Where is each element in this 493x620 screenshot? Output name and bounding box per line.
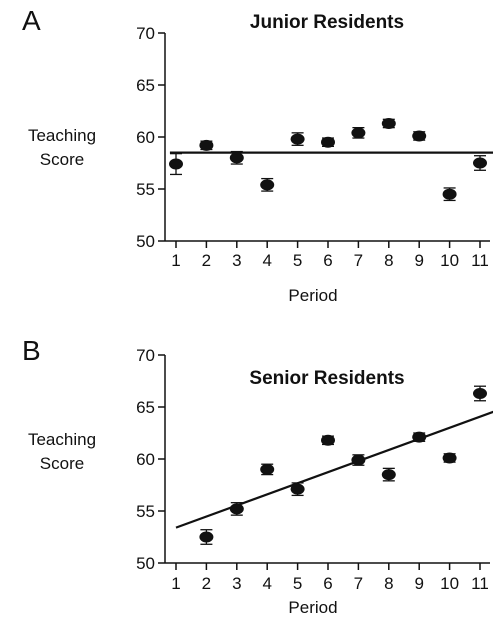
x-tick-label: 6 bbox=[323, 574, 332, 593]
data-point bbox=[381, 117, 396, 129]
x-tick-label: 9 bbox=[414, 251, 423, 270]
x-tick-label: 8 bbox=[384, 574, 393, 593]
x-tick-label: 3 bbox=[232, 251, 241, 270]
data-point bbox=[351, 454, 366, 466]
data-point bbox=[290, 133, 305, 145]
data-point bbox=[229, 503, 244, 515]
data-point bbox=[229, 152, 244, 164]
x-tick-label: 10 bbox=[440, 251, 459, 270]
x-tick-label: 5 bbox=[293, 574, 302, 593]
y-tick-label: 55 bbox=[136, 502, 155, 521]
x-tick-label: 11 bbox=[471, 574, 489, 593]
data-point bbox=[169, 158, 183, 170]
data-point bbox=[381, 469, 396, 481]
data-point bbox=[199, 531, 214, 543]
data-point bbox=[442, 188, 457, 200]
y-tick-label: 70 bbox=[136, 24, 155, 43]
y-axis-label: Teaching bbox=[28, 430, 96, 449]
y-tick-label: 65 bbox=[136, 76, 155, 95]
data-point bbox=[321, 136, 335, 148]
y-tick-label: 65 bbox=[136, 398, 155, 417]
chart-panel-b: B Senior Residents 50 55 60 65 70 1 2 3 4 5 6 7 8 9 10 11… bbox=[22, 335, 493, 617]
data-point bbox=[473, 387, 487, 399]
fit-line bbox=[175, 410, 493, 529]
x-tick-label: 7 bbox=[354, 251, 363, 270]
x-tick-label: 1 bbox=[171, 574, 180, 593]
chart-panel-a: A Junior Residents 50 55 60 65 70 1 2 3 4 5 6 7 8 9 10 11… bbox=[22, 5, 493, 305]
x-tick-label: 6 bbox=[323, 251, 332, 270]
x-axis-label: Period bbox=[288, 598, 337, 617]
data-point bbox=[290, 483, 305, 495]
panel-letter: A bbox=[22, 5, 41, 36]
chart-title: Junior Residents bbox=[250, 12, 404, 33]
x-tick-label: 2 bbox=[202, 574, 211, 593]
x-tick-label: 2 bbox=[202, 251, 211, 270]
x-tick-label: 8 bbox=[384, 251, 393, 270]
data-point bbox=[199, 139, 214, 151]
data-point bbox=[412, 431, 427, 443]
data-point bbox=[351, 127, 366, 139]
panel-letter: B bbox=[22, 335, 41, 366]
y-axis-label: Teaching bbox=[28, 126, 96, 145]
data-point bbox=[412, 130, 427, 142]
data-point bbox=[260, 179, 275, 191]
x-tick-label: 10 bbox=[440, 574, 459, 593]
y-axis-label: Score bbox=[40, 454, 84, 473]
x-axis-label: Period bbox=[288, 286, 337, 305]
x-tick-label: 11 bbox=[471, 251, 489, 270]
y-tick-label: 70 bbox=[136, 346, 155, 365]
x-tick-label: 5 bbox=[293, 251, 302, 270]
x-tick-label: 3 bbox=[232, 574, 241, 593]
y-axis-label: Score bbox=[40, 150, 84, 169]
x-tick-label: 1 bbox=[171, 251, 180, 270]
y-tick-label: 55 bbox=[136, 180, 155, 199]
data-point bbox=[473, 157, 487, 169]
y-tick-label: 60 bbox=[136, 450, 155, 469]
x-tick-label: 4 bbox=[262, 574, 271, 593]
data-point bbox=[442, 452, 457, 464]
x-tick-label: 7 bbox=[354, 574, 363, 593]
x-tick-label: 9 bbox=[414, 574, 423, 593]
data-point bbox=[321, 434, 335, 446]
data-point bbox=[260, 463, 275, 475]
y-tick-label: 60 bbox=[136, 128, 155, 147]
x-tick-label: 4 bbox=[262, 251, 271, 270]
y-tick-label: 50 bbox=[136, 554, 155, 573]
y-tick-label: 50 bbox=[136, 232, 155, 251]
chart-title: Senior Residents bbox=[249, 368, 404, 389]
